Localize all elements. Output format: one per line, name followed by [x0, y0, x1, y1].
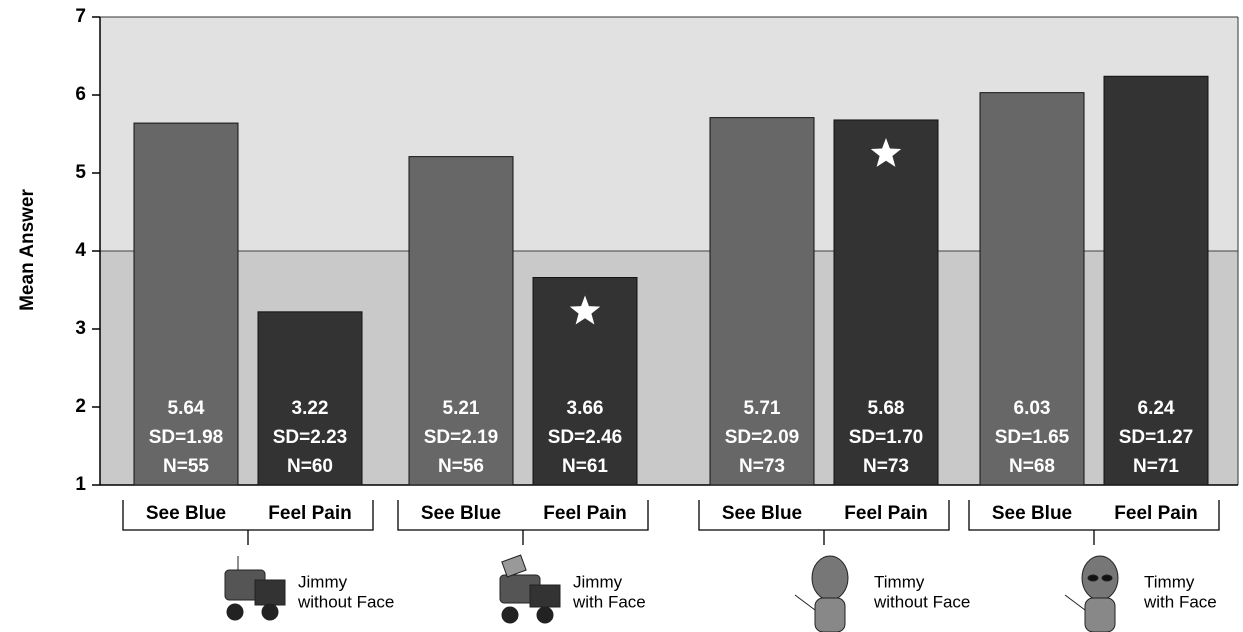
- y-tick-label: 7: [75, 6, 86, 27]
- alien-face-icon: [1064, 555, 1119, 632]
- sd-label: SD=1.27: [1119, 427, 1193, 448]
- group-bracket: [122, 500, 374, 545]
- sd-label: SD=1.98: [149, 427, 223, 448]
- y-tick-label: 5: [75, 162, 86, 183]
- x-tick-label: Feel Pain: [543, 503, 626, 524]
- y-axis-label: Mean Answer: [17, 189, 38, 311]
- sd-label: SD=2.46: [548, 427, 622, 448]
- group-label: without Face: [873, 592, 970, 611]
- group-bracket: [968, 500, 1220, 545]
- value-label: 6.24: [1138, 398, 1175, 419]
- bar: [133, 122, 239, 486]
- icons: [224, 554, 1119, 632]
- group-label: Jimmy: [298, 572, 348, 591]
- alien-icon: [794, 555, 849, 632]
- sd-label: SD=1.65: [995, 427, 1070, 448]
- n-label: N=60: [287, 456, 333, 477]
- robot-face-icon: [499, 554, 561, 624]
- bar: [1103, 75, 1209, 486]
- x-tick-label: See Blue: [421, 503, 501, 524]
- value-label: 3.22: [292, 398, 329, 419]
- x-tick-label: See Blue: [146, 503, 226, 524]
- y-tick-label: 4: [75, 240, 86, 261]
- value-label: 5.68: [868, 398, 905, 419]
- group-label: Jimmy: [573, 572, 623, 591]
- bar: [709, 117, 815, 486]
- robot-icon: [224, 556, 286, 621]
- value-label: 3.66: [567, 398, 604, 419]
- bar: [979, 92, 1085, 486]
- group-bracket: [698, 500, 950, 545]
- significance-star: [569, 295, 601, 325]
- value-label: 5.71: [744, 398, 781, 419]
- x-tick-label: See Blue: [722, 503, 802, 524]
- bar: [833, 119, 939, 486]
- x-tick-label: Feel Pain: [1114, 503, 1197, 524]
- y-tick-label: 3: [75, 318, 86, 339]
- x-tick-label: Feel Pain: [268, 503, 351, 524]
- bar: [408, 156, 514, 486]
- significance-star: [870, 138, 902, 167]
- value-label: 5.21: [443, 398, 480, 419]
- y-tick-label: 6: [75, 84, 86, 105]
- group-label: with Face: [572, 592, 646, 611]
- n-label: N=56: [438, 456, 484, 477]
- n-label: N=61: [562, 456, 608, 477]
- bar: [257, 311, 363, 486]
- sd-label: SD=1.70: [849, 427, 923, 448]
- x-tick-label: Feel Pain: [844, 503, 927, 524]
- sd-label: SD=2.23: [273, 427, 347, 448]
- y-tick-label: 1: [75, 474, 86, 495]
- sd-label: SD=2.09: [725, 427, 799, 448]
- n-label: N=73: [739, 456, 785, 477]
- x-tick-label: See Blue: [992, 503, 1072, 524]
- sd-label: SD=2.19: [424, 427, 498, 448]
- group-label: Timmy: [1144, 572, 1195, 591]
- n-label: N=68: [1009, 456, 1055, 477]
- value-label: 5.64: [168, 398, 205, 419]
- n-label: N=71: [1133, 456, 1179, 477]
- group-label: without Face: [297, 592, 394, 611]
- n-label: N=73: [863, 456, 909, 477]
- group-bracket: [397, 500, 649, 545]
- y-tick-label: 2: [75, 396, 86, 417]
- n-label: N=55: [163, 456, 209, 477]
- value-label: 6.03: [1014, 398, 1051, 419]
- group-label: Timmy: [874, 572, 925, 591]
- group-label: with Face: [1143, 592, 1217, 611]
